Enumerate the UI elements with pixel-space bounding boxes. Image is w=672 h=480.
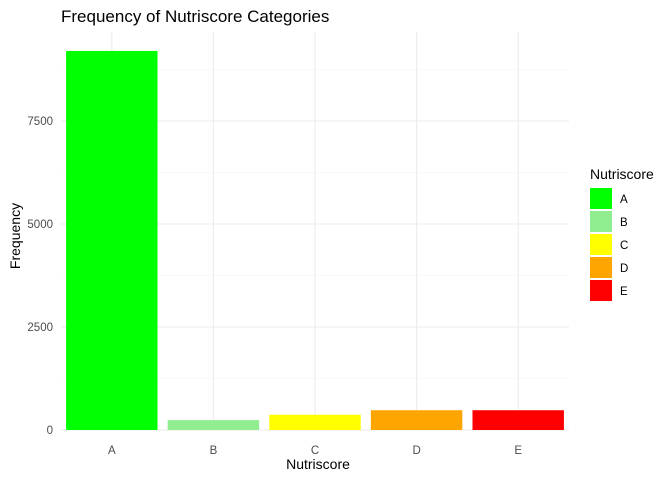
bars — [66, 50, 564, 430]
bar-e — [472, 410, 564, 430]
legend-key-b — [590, 211, 612, 232]
y-axis-title: Frequency — [7, 203, 23, 269]
y-tick-label: 0 — [47, 425, 53, 437]
legend-key-d — [590, 257, 612, 278]
y-tick-label: 7500 — [27, 116, 53, 128]
y-tick-label: 5000 — [27, 219, 53, 231]
x-tick-label: B — [210, 445, 218, 457]
legend-key-c — [590, 234, 612, 255]
legend-key-e — [590, 280, 612, 301]
bar-d — [370, 410, 463, 430]
legend-label: A — [620, 194, 628, 206]
x-tick-label: D — [412, 445, 420, 457]
legend-label: C — [620, 240, 628, 252]
x-tick-label: A — [108, 445, 116, 457]
x-axis-ticks: A B C D E — [108, 445, 522, 457]
legend-label: D — [620, 263, 628, 275]
bar-a — [66, 50, 158, 430]
x-axis-title: Nutriscore — [286, 456, 350, 472]
legend-label: E — [620, 286, 628, 298]
y-tick-label: 2500 — [27, 322, 53, 334]
y-axis-ticks: 0 2500 5000 7500 — [27, 116, 53, 437]
legend-label: B — [620, 217, 628, 229]
x-tick-label: E — [514, 445, 522, 457]
legend-title: Nutriscore — [590, 166, 654, 182]
legend-key-a — [590, 188, 612, 209]
chart-title: Frequency of Nutriscore Categories — [61, 7, 329, 26]
x-tick-label: C — [311, 445, 319, 457]
bar-b — [167, 420, 260, 430]
bar-c — [269, 414, 361, 430]
